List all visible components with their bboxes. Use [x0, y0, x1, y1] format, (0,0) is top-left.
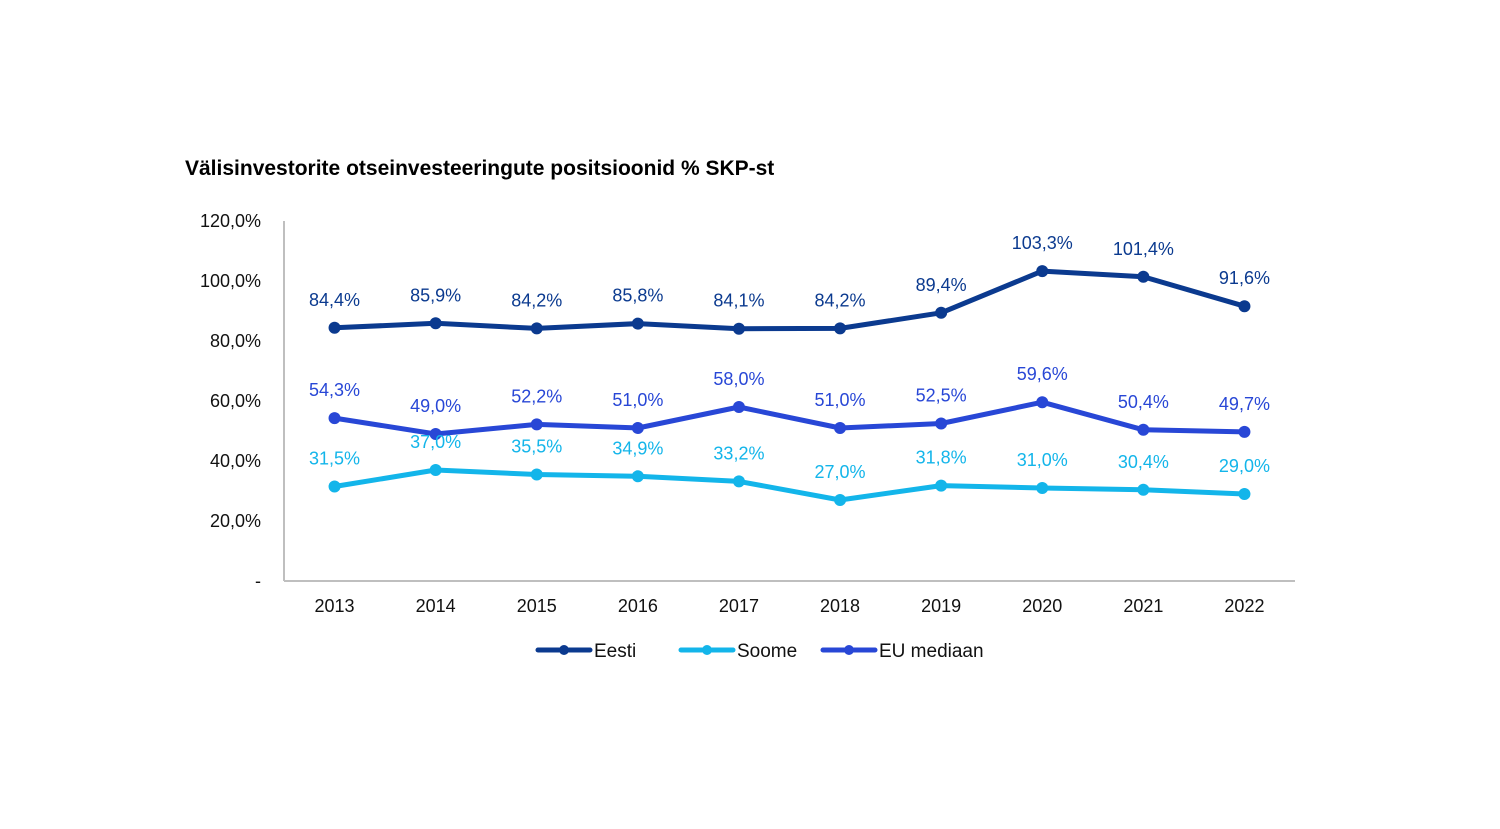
data-label-eesti: 101,4% — [1113, 239, 1174, 259]
data-labels: 84,4% 85,9% 84,2% 85,8% 84,1% 84,2% 89,4% 103,3… — [309, 233, 1270, 482]
data-label-eesti: 84,2% — [815, 290, 866, 310]
data-label-eesti: 85,9% — [410, 285, 461, 305]
series-line-eu-mediaan — [332, 399, 1247, 437]
data-point-eesti — [834, 322, 847, 335]
legend-marker-eu-mediaan — [844, 645, 854, 655]
data-label-soome: 31,8% — [916, 448, 967, 468]
data-label-soome: 34,9% — [612, 438, 663, 458]
legend-label-eu-mediaan: EU mediaan — [879, 641, 984, 662]
legend-label-soome: Soome — [737, 641, 797, 662]
data-point-eesti — [732, 322, 745, 335]
data-label-soome: 30,4% — [1118, 452, 1169, 472]
data-point-eesti — [1238, 300, 1251, 313]
x-tick-label: 2018 — [820, 596, 860, 616]
data-label-eesti: 103,3% — [1012, 233, 1073, 253]
data-point-eu-mediaan — [935, 417, 948, 430]
data-label-eu-mediaan: 51,0% — [815, 390, 866, 410]
data-point-eesti — [328, 321, 341, 334]
x-tick-label: 2022 — [1224, 596, 1264, 616]
data-point-eu-mediaan — [1238, 425, 1251, 438]
x-tick-label: 2013 — [315, 596, 355, 616]
data-point-eu-mediaan — [1137, 423, 1150, 436]
y-tick-label: 60,0% — [210, 391, 261, 411]
data-point-eesti — [935, 306, 948, 319]
data-label-eesti: 89,4% — [916, 275, 967, 295]
y-tick-label: - — [255, 571, 261, 591]
data-label-soome: 31,0% — [1017, 450, 1068, 470]
chart-title: Välisinvestorite otseinvesteeringute pos… — [185, 157, 775, 180]
data-label-eesti: 84,1% — [713, 291, 764, 311]
data-label-eesti: 84,4% — [309, 290, 360, 310]
data-point-soome — [530, 468, 543, 481]
data-label-eu-mediaan: 52,5% — [916, 386, 967, 406]
data-label-eesti: 91,6% — [1219, 268, 1270, 288]
data-point-eu-mediaan — [732, 401, 745, 413]
y-tick-label: 20,0% — [210, 511, 261, 531]
y-tick-label: 100,0% — [200, 271, 261, 291]
data-point-soome — [328, 480, 341, 493]
y-tick-label: 80,0% — [210, 331, 261, 351]
legend-marker-soome — [702, 645, 712, 655]
data-label-soome: 29,0% — [1219, 456, 1270, 476]
x-tick-label: 2014 — [416, 596, 456, 616]
y-tick-label: 40,0% — [210, 451, 261, 471]
data-point-eu-mediaan — [429, 428, 442, 440]
data-label-soome: 27,0% — [815, 462, 866, 482]
data-label-eesti: 84,2% — [511, 290, 562, 310]
data-label-eu-mediaan: 54,3% — [309, 380, 360, 400]
legend-marker-eesti — [559, 645, 569, 655]
data-point-soome — [429, 464, 442, 476]
x-tick-label: 2020 — [1022, 596, 1062, 616]
data-label-eu-mediaan: 59,6% — [1017, 364, 1068, 384]
x-tick-label: 2021 — [1123, 596, 1163, 616]
data-point-eesti — [1137, 270, 1150, 283]
data-point-soome — [631, 470, 644, 483]
legend-label-eesti: Eesti — [594, 641, 636, 662]
x-tick-label: 2019 — [921, 596, 961, 616]
data-point-eu-mediaan — [328, 412, 341, 425]
data-point-eesti — [631, 317, 644, 330]
data-point-soome — [1238, 488, 1251, 500]
data-label-eu-mediaan: 58,0% — [713, 369, 764, 389]
data-label-eu-mediaan: 49,7% — [1219, 394, 1270, 414]
data-point-eesti — [530, 322, 543, 335]
series-line-eesti — [332, 268, 1247, 332]
data-point-soome — [834, 494, 847, 506]
data-point-eu-mediaan — [834, 422, 847, 434]
data-point-eu-mediaan — [530, 418, 543, 431]
data-point-eu-mediaan — [1036, 396, 1049, 409]
x-tick-label: 2015 — [517, 596, 557, 616]
series-group — [328, 265, 1251, 506]
data-label-eu-mediaan: 51,0% — [612, 390, 663, 410]
x-tick-label: 2017 — [719, 596, 759, 616]
data-label-eu-mediaan: 50,4% — [1118, 392, 1169, 412]
data-point-soome — [732, 475, 745, 488]
data-point-soome — [1036, 482, 1049, 494]
data-point-eesti — [429, 317, 442, 330]
y-tick-label: 120,0% — [200, 211, 261, 231]
data-label-soome: 33,2% — [713, 443, 764, 463]
data-label-eesti: 85,8% — [612, 286, 663, 306]
x-tick-label: 2016 — [618, 596, 658, 616]
data-point-soome — [935, 479, 948, 492]
data-point-soome — [1137, 483, 1150, 496]
data-point-eesti — [1036, 265, 1049, 278]
axes: - 20,0% 40,0% 60,0% 80,0% 100,0% 120,0% 2013 201… — [200, 211, 1295, 616]
series-line-soome — [332, 467, 1247, 503]
legend: Eesti Soome EU mediaan — [535, 641, 984, 662]
data-label-soome: 37,0% — [410, 432, 461, 452]
data-label-soome: 31,5% — [309, 449, 360, 469]
data-label-eu-mediaan: 49,0% — [410, 396, 461, 416]
data-label-eu-mediaan: 52,2% — [511, 386, 562, 406]
data-point-eu-mediaan — [631, 422, 644, 434]
data-label-soome: 35,5% — [511, 437, 562, 457]
